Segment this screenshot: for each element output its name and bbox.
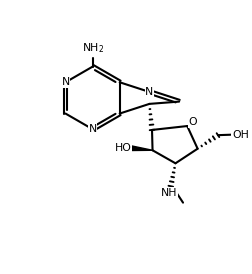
Text: OH: OH [232,130,249,140]
Text: N: N [145,87,153,97]
Text: O: O [188,117,197,127]
Text: NH: NH [161,188,178,198]
Text: HO: HO [114,143,131,153]
Text: NH$_2$: NH$_2$ [82,41,104,55]
Text: N: N [61,77,70,87]
Polygon shape [131,146,152,150]
Text: N: N [88,124,97,134]
